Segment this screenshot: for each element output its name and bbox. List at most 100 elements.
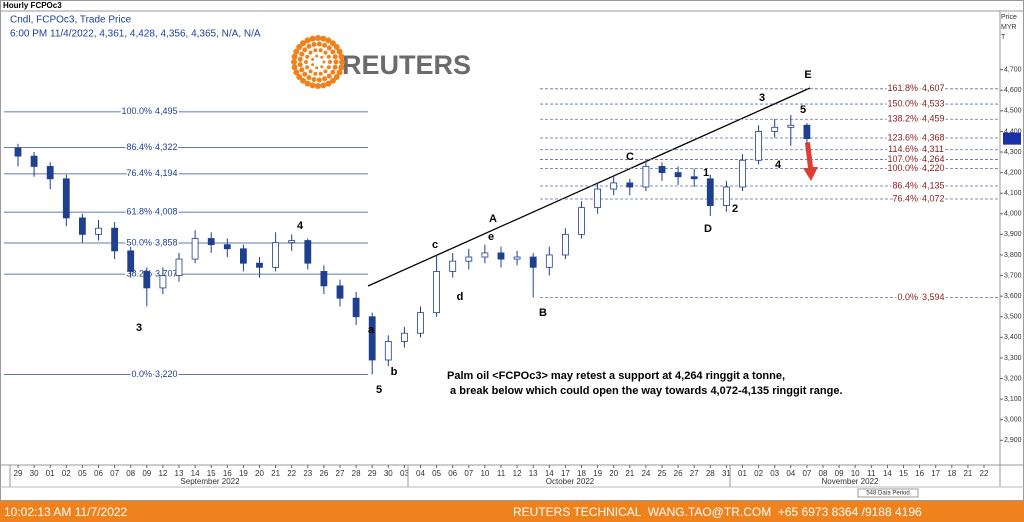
- y-tick-label: 3,000: [1004, 417, 1022, 424]
- logo-dot: [323, 50, 328, 55]
- logo-dot: [315, 83, 321, 89]
- logo-dot: [308, 69, 313, 74]
- x-tick-label: 05: [432, 469, 441, 478]
- candle-body: [336, 285, 344, 299]
- logo-dot: [338, 53, 345, 60]
- candle-body: [578, 207, 585, 235]
- x-tick-label: 26: [319, 469, 328, 478]
- logo-dot: [291, 64, 298, 71]
- logo-dot: [293, 69, 300, 76]
- footer: 10:02:13 AM 11/7/2022 REUTERS TECHNICAL …: [0, 501, 1024, 522]
- logo-dot: [333, 44, 340, 51]
- logo-dot: [338, 64, 345, 71]
- y-tick-label: 4,200: [1004, 169, 1022, 176]
- candle-body: [175, 258, 183, 276]
- candle-body: [95, 227, 102, 235]
- y-tick-label: 3,900: [1004, 231, 1022, 238]
- logo-dot: [315, 66, 319, 70]
- logo-dot: [296, 44, 303, 51]
- logo-dot: [291, 53, 298, 60]
- y-tick-label: 4,700: [1004, 66, 1022, 73]
- logo-dot: [311, 63, 315, 67]
- brand: REUTERS: [342, 50, 471, 80]
- fib-price: 3,220: [155, 369, 178, 379]
- candle-body: [46, 166, 54, 180]
- down-arrow: [803, 142, 818, 181]
- logo-dot: [322, 60, 326, 64]
- candle-body: [304, 240, 312, 264]
- candle-body: [755, 131, 762, 161]
- x-tick-label: 15: [899, 469, 908, 478]
- wave-label: e: [488, 231, 494, 243]
- wave-label: 3: [759, 92, 765, 104]
- logo-dot: [299, 67, 305, 73]
- candle-body: [288, 240, 296, 244]
- candle-body: [771, 126, 779, 132]
- x-tick-label: 16: [223, 469, 232, 478]
- x-tick-label: 19: [593, 469, 602, 478]
- y-axis-label: MYR: [1001, 24, 1017, 31]
- fib-ratio: 61.8%: [126, 207, 152, 217]
- wave-label: a: [368, 324, 375, 336]
- x-tick-label: 09: [142, 469, 151, 478]
- wave-label: 2: [732, 203, 738, 215]
- y-tick-label: 3,500: [1004, 314, 1022, 321]
- fib-price: 4,495: [155, 106, 178, 116]
- fib-price: 4,322: [155, 142, 178, 152]
- month-label: October 2022: [546, 477, 595, 486]
- x-tick-label: 06: [448, 469, 457, 478]
- footer-time: 10:02:13 AM 11/7/2022: [4, 505, 128, 519]
- x-tick-label: 28: [352, 469, 361, 478]
- fib-ratio: 100.0%: [887, 163, 918, 173]
- x-tick-label: 17: [931, 469, 940, 478]
- x-tick-label: 12: [513, 469, 522, 478]
- x-tick-label: 21: [271, 469, 280, 478]
- x-tick-label: 11: [867, 469, 876, 478]
- candle-body: [143, 271, 151, 289]
- y-tick-label: 3,700: [1004, 272, 1022, 279]
- y-axis-label: T: [1001, 34, 1006, 41]
- trend-line: [367, 87, 811, 287]
- candle-body: [14, 147, 22, 157]
- candle-body: [433, 271, 441, 314]
- y-tick-label: 4,000: [1004, 211, 1022, 218]
- fib-ratio: 138.2%: [887, 114, 918, 124]
- y-tick-label: 4,100: [1004, 190, 1022, 197]
- candle-body: [272, 242, 280, 268]
- candle-body: [127, 250, 135, 272]
- period-note: 548 Data Period: [866, 491, 909, 497]
- y-tick-label: 4,300: [1004, 149, 1022, 156]
- candle-body: [513, 256, 521, 260]
- x-tick-label: 22: [980, 469, 989, 478]
- y-tick-label: 4,600: [1004, 87, 1022, 94]
- candle-body: [803, 124, 811, 140]
- candle-body: [642, 166, 650, 188]
- fib-ratio: 0.0%: [131, 369, 152, 379]
- candle-body: [594, 188, 601, 209]
- logo-dot: [311, 77, 317, 83]
- x-tick-label: 29: [14, 469, 23, 478]
- x-tick-label: 10: [480, 469, 489, 478]
- candle-body: [626, 182, 634, 188]
- x-tick-label: 25: [658, 469, 667, 478]
- annotation: Palm oil <FCPOc3> may retest a support a…: [447, 370, 785, 382]
- y-axis-label: Price: [1001, 14, 1017, 21]
- x-tick-label: 24: [641, 469, 650, 478]
- logo-dot: [326, 45, 332, 51]
- logo-dot: [316, 41, 322, 47]
- logo-dot: [313, 48, 318, 53]
- candle-body: [529, 256, 537, 268]
- logo-dot: [297, 56, 303, 62]
- logo-dot: [329, 40, 336, 47]
- logo-dot: [313, 71, 318, 76]
- frame: [0, 0, 1024, 501]
- candle-body: [352, 297, 360, 318]
- logo-dot: [315, 35, 321, 41]
- candle-body: [674, 172, 682, 178]
- x-tick-label: 23: [303, 469, 312, 478]
- candle-body: [610, 182, 618, 190]
- x-tick-label: 08: [819, 469, 828, 478]
- logo-dot: [339, 59, 345, 65]
- x-tick-label: 21: [625, 469, 634, 478]
- logo-dot: [326, 54, 331, 59]
